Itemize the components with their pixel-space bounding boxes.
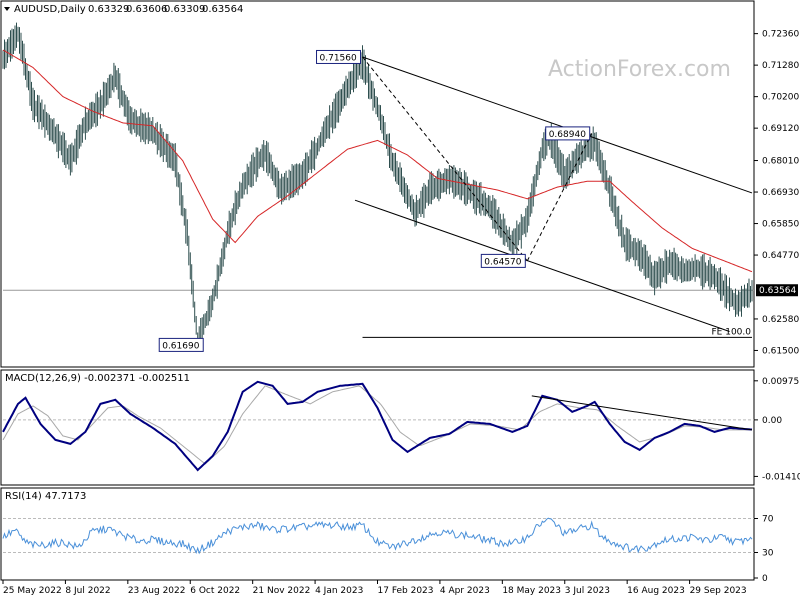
x-axis-tick-label: 17 Feb 2023 xyxy=(378,586,434,596)
price-y-axis: 0.72360 0.71280 0.70200 0.69120 0.68010 0.669… xyxy=(754,30,799,356)
rsi-panel-frame xyxy=(0,487,755,581)
price-y-tick-label: 0.70200 xyxy=(762,93,799,103)
price-trendlines xyxy=(354,56,753,332)
rsi-level-lines xyxy=(3,518,754,553)
x-axis-tick-label: 29 Sep 2023 xyxy=(690,586,747,596)
price-title: AUDUSD,Daily xyxy=(14,4,86,15)
price-annotation-label: 0.64570 xyxy=(484,257,521,267)
current-price-badge-box xyxy=(756,284,798,297)
price-y-tick-label: 0.71280 xyxy=(762,61,799,71)
rsi-y-tick-label: 70 xyxy=(762,515,774,525)
price-y-tick-label: 0.68010 xyxy=(762,157,799,167)
price-annotation-box xyxy=(316,49,362,64)
price-close: 0.63564 xyxy=(202,4,243,15)
dashed-swing-line xyxy=(362,56,528,262)
price-y-tick-label: 0.69120 xyxy=(762,124,799,134)
macd-y-tick-label: 0.009751 xyxy=(762,377,800,387)
price-annotation-box xyxy=(158,337,204,352)
price-y-tick-label: 0.64770 xyxy=(762,251,799,261)
price-y-tick-label: 0.61500 xyxy=(762,346,799,356)
x-axis-tick-label: 16 Aug 2023 xyxy=(627,586,685,596)
price-annotation-label: 0.68940 xyxy=(549,130,586,140)
x-axis: 25 May 2022 8 Jul 2022 23 Aug 2022 6 Oct 20… xyxy=(2,580,747,596)
price-y-tick-label: 0.62580 xyxy=(762,315,799,325)
price-y-tick-label: 0.65850 xyxy=(762,220,799,230)
price-y-tick-label: 0.66930 xyxy=(762,188,799,198)
rsi-y-tick-label: 0 xyxy=(762,574,768,584)
x-axis-tick-label: 4 Apr 2023 xyxy=(440,586,490,596)
price-annotation-box xyxy=(480,253,526,268)
channel-trendline xyxy=(362,56,753,194)
price-panel-frame xyxy=(0,0,755,368)
current-price-badge: 0.63564 xyxy=(756,284,798,297)
collapse-triangle-icon[interactable] xyxy=(4,7,10,11)
rsi-title: RSI(14) 47.7173 xyxy=(5,491,86,502)
moving-average-line xyxy=(2,49,753,273)
macd-main-line xyxy=(2,380,753,472)
price-annotation-label: 0.61690 xyxy=(162,341,199,351)
macd-panel-frame xyxy=(0,369,755,486)
price-y-tick-label: 0.72360 xyxy=(762,30,799,40)
price-title-group: AUDUSD,Daily 0.63329 0.63606 0.63309 0.6… xyxy=(4,4,243,15)
rsi-y-axis: 70 30 0 xyxy=(754,515,774,584)
price-annotations: 0.71560 0.68940 0.64570 0.61690 xyxy=(158,49,591,352)
x-axis-tick-label: 4 Jan 2023 xyxy=(315,586,363,596)
x-axis-tick-label: 25 May 2022 xyxy=(3,586,62,596)
x-axis-tick-label: 18 May 2023 xyxy=(502,586,561,596)
x-axis-tick-label: 6 Oct 2022 xyxy=(190,586,240,596)
channel-trendline xyxy=(354,199,730,332)
price-series xyxy=(2,22,753,351)
fe-projection-label: FE 100.0 xyxy=(712,327,752,337)
price-low: 0.63309 xyxy=(164,4,205,15)
rsi-y-tick-label: 30 xyxy=(762,549,774,559)
x-axis-tick-label: 23 Aug 2022 xyxy=(128,586,186,596)
x-axis-tick-label: 21 Nov 2022 xyxy=(253,586,311,596)
macd-title: MACD(12,26,9) -0.002371 -0.002511 xyxy=(5,373,190,384)
macd-y-tick-label: 0.00 xyxy=(762,416,782,426)
x-axis-tick-label: 3 Jul 2023 xyxy=(565,586,610,596)
price-high: 0.63606 xyxy=(126,4,167,15)
rsi-line xyxy=(2,517,753,555)
watermark: ActionForex.com xyxy=(548,57,731,82)
price-annotation-box xyxy=(545,126,591,141)
macd-signal-line xyxy=(2,385,752,465)
price-annotation-label: 0.71560 xyxy=(320,53,357,63)
x-axis-tick-label: 8 Jul 2022 xyxy=(65,586,110,596)
current-price-badge-text: 0.63564 xyxy=(759,286,796,296)
dashed-swing-line xyxy=(526,133,593,262)
price-open: 0.63329 xyxy=(88,4,129,15)
macd-trendline xyxy=(531,395,753,431)
